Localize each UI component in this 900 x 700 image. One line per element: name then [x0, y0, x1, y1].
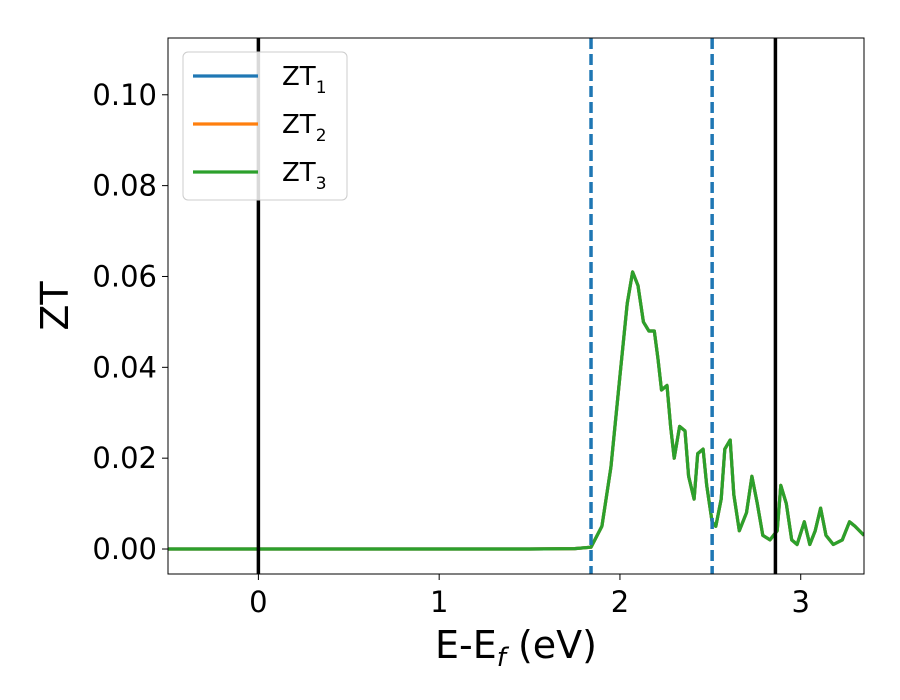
- x-tick-label: 0: [249, 585, 267, 619]
- legend: ZT1 ZT2 ZT3: [182, 51, 348, 201]
- x-axis-title-main: E-E: [435, 623, 497, 667]
- y-tick-label: 0.04: [92, 350, 157, 384]
- y-tick-label: 0.02: [92, 441, 157, 475]
- x-axis-title-unit: (eV): [506, 623, 597, 667]
- x-tick-label: 3: [792, 585, 810, 619]
- y-tick-label: 0.06: [92, 259, 157, 293]
- y-axis-title: ZT: [33, 281, 77, 331]
- y-tick-label: 0.10: [92, 78, 157, 112]
- x-tick-label: 2: [611, 585, 629, 619]
- y-axis-ticks: 0.00 0.02 0.04 0.06 0.08 0.10: [92, 78, 168, 566]
- y-tick-label: 0.00: [92, 532, 157, 566]
- legend-label-zt1: ZT1: [282, 62, 327, 98]
- plot-frame: [167, 37, 865, 575]
- y-tick-label: 0.08: [92, 169, 157, 203]
- x-axis-title: E-Ef (eV): [435, 623, 597, 673]
- legend-box: [182, 51, 348, 201]
- x-tick-label: 1: [430, 585, 448, 619]
- legend-label-zt2: ZT2: [282, 110, 327, 146]
- legend-label-zt3: ZT3: [282, 158, 327, 194]
- series-line-zt3: [168, 270, 864, 551]
- x-axis-ticks: 0 1 2 3: [249, 574, 810, 619]
- series-layer: [168, 270, 864, 551]
